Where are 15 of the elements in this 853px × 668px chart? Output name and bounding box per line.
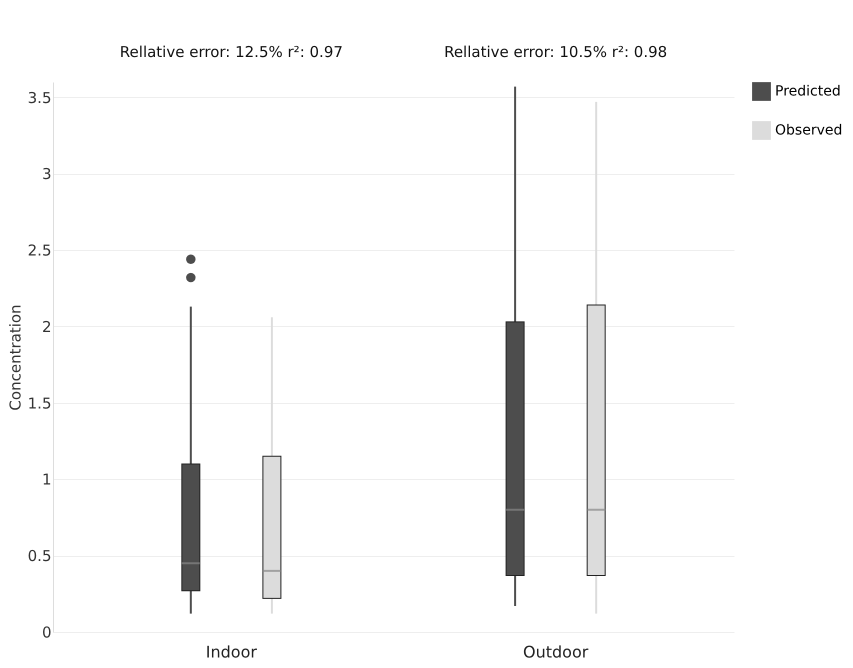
y-axis-title: Concentration	[6, 304, 25, 411]
y-tick-label: 3.5	[28, 88, 52, 107]
y-tick-label: 1.5	[28, 394, 52, 412]
y-tick-label: 3	[42, 165, 52, 184]
x-tick-label: Outdoor	[522, 642, 589, 662]
y-tick-label: 0	[42, 624, 52, 642]
y-tick-label: 1	[42, 470, 52, 489]
y-tick-label: 2	[42, 318, 52, 336]
legend-label: Observed	[775, 122, 842, 138]
y-tick-label: 2.5	[28, 242, 52, 260]
text: Rellative error: 10.5% r²: 0.98	[444, 43, 668, 61]
x-tick-label: Indoor	[206, 642, 258, 662]
legend-label: Predicted	[775, 84, 841, 100]
y-tick-label: 0.5	[28, 547, 52, 566]
text: Rellative error: 12.5% r²: 0.97	[120, 43, 343, 61]
